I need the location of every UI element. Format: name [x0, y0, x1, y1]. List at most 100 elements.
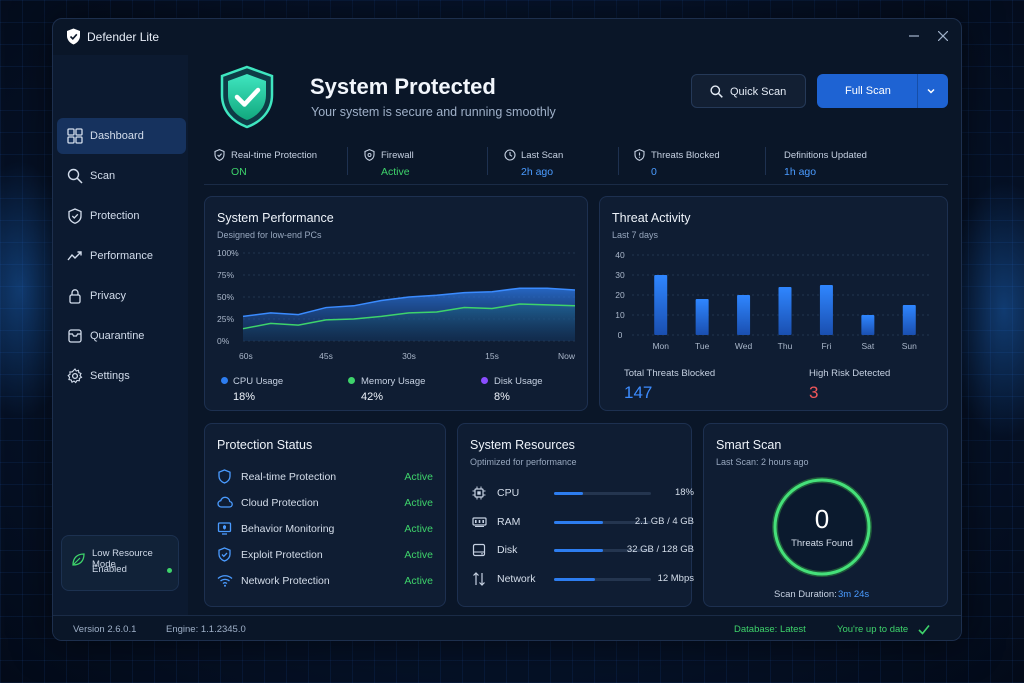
- sidebar-item-performance[interactable]: Performance: [57, 238, 186, 274]
- scan-result-ring: [772, 477, 872, 577]
- card-title: System Performance: [217, 211, 334, 225]
- x-tick-label: 60s: [239, 351, 253, 361]
- threats-found-count: 0: [814, 504, 830, 534]
- status-value: 2h ago: [521, 166, 554, 178]
- x-tick-label: Thu: [778, 341, 793, 351]
- protection-row-behavior[interactable]: Behavior Monitoring Active: [217, 520, 433, 538]
- x-tick-label: 45s: [319, 351, 333, 361]
- resource-value: 18%: [674, 487, 694, 498]
- x-tick-label: Fri: [821, 341, 831, 351]
- close-button[interactable]: [933, 27, 953, 47]
- page-title: System Protected: [310, 74, 496, 99]
- shield-check-icon: [214, 149, 225, 161]
- legend-dot-cpu: [221, 377, 228, 384]
- shield-icon: [364, 149, 375, 161]
- footer: Version 2.6.0.1 Engine: 1.1.2345.0 Datab…: [53, 615, 961, 640]
- high-risk-value: 3: [809, 383, 819, 402]
- protection-row-exploit[interactable]: Exploit Protection Active: [217, 546, 433, 564]
- y-tick-label: 0: [618, 330, 623, 340]
- card-title: System Resources: [470, 438, 575, 452]
- engine-text: Engine: 1.1.2345.0: [166, 624, 246, 635]
- card-title: Protection Status: [217, 438, 313, 452]
- card-subtitle: Last Scan: 2 hours ago: [716, 457, 809, 467]
- x-tick-label: Tue: [695, 341, 710, 351]
- ram-icon: [472, 517, 487, 527]
- sidebar-item-dashboard[interactable]: Dashboard: [57, 118, 186, 154]
- monitor-icon: [217, 522, 232, 535]
- status-label: Threats Blocked: [651, 150, 720, 161]
- system-performance-card: System Performance Designed for low-end …: [204, 196, 588, 411]
- shield-check-icon: [218, 547, 231, 562]
- y-tick-label: 100%: [217, 248, 239, 258]
- legend-label: CPU Usage: [233, 376, 284, 387]
- gear-icon: [67, 368, 83, 384]
- legend-label: Memory Usage: [361, 376, 426, 387]
- resource-row-disk: Disk 32 GB / 128 GB: [472, 541, 694, 559]
- protection-row-cloud[interactable]: Cloud Protection Active: [217, 494, 433, 512]
- x-tick-label: Now: [558, 351, 576, 361]
- bar-sat: [861, 315, 875, 335]
- version-text: Version 2.6.0.1: [73, 624, 137, 635]
- resource-value: 32 GB / 128 GB: [626, 544, 694, 555]
- series-area-1: [243, 304, 575, 341]
- legend-value: 42%: [361, 391, 384, 403]
- x-tick-label: Mon: [652, 341, 669, 351]
- total-threats-value: 147: [624, 383, 653, 402]
- protection-row-realtime[interactable]: Real-time Protection Active: [217, 468, 433, 486]
- resource-value: 2.1 GB / 4 GB: [634, 516, 694, 527]
- card-title: Threat Activity: [612, 211, 691, 225]
- checkmark-icon: [918, 624, 930, 635]
- trend-icon: [67, 251, 82, 261]
- cpu-icon: [472, 486, 486, 500]
- series-line-0: [242, 287, 576, 318]
- y-tick-label: 25%: [217, 314, 234, 324]
- protection-row-label: Cloud Protection: [241, 497, 319, 509]
- y-tick-label: 75%: [217, 270, 234, 280]
- card-subtitle: Designed for low-end PCs: [217, 230, 322, 240]
- divider: [487, 147, 488, 175]
- sidebar-item-privacy[interactable]: Privacy: [57, 278, 186, 314]
- sidebar-item-label: Settings: [90, 370, 130, 382]
- protection-row-label: Network Protection: [241, 575, 330, 587]
- search-icon: [710, 85, 723, 98]
- search-icon: [67, 168, 83, 184]
- resource-bar: [554, 492, 651, 495]
- x-tick-label: Sat: [861, 341, 874, 351]
- minimize-button[interactable]: [904, 27, 924, 47]
- database-status: Database: Latest: [734, 624, 806, 635]
- resource-row-ram: RAM 2.1 GB / 4 GB: [472, 513, 694, 531]
- title-bar: Defender Lite: [53, 19, 961, 55]
- sidebar-item-quarantine[interactable]: Quarantine: [57, 318, 186, 354]
- sidebar-item-protection[interactable]: Protection: [57, 198, 186, 234]
- sidebar-item-scan[interactable]: Scan: [57, 158, 186, 194]
- threat-bar-chart: 40 30 20 10 0 Mon Tue Wed Thu Fri Sat Sun: [615, 250, 930, 351]
- status-value: Active: [381, 166, 410, 178]
- resource-label: RAM: [497, 516, 521, 528]
- low-resource-mode-panel[interactable]: Low Resource Mode Enabled: [61, 535, 179, 591]
- high-risk-label: High Risk Detected: [809, 368, 891, 379]
- sidebar-item-settings[interactable]: Settings: [57, 358, 186, 394]
- app-title: Defender Lite: [87, 30, 160, 44]
- protection-row-status: Active: [404, 523, 433, 535]
- shield-check-hero-icon: [220, 65, 274, 129]
- minimize-icon: [909, 35, 919, 37]
- protection-row-network[interactable]: Network Protection Active: [217, 572, 433, 590]
- status-label: Firewall: [381, 150, 414, 161]
- status-value: 1h ago: [784, 166, 817, 178]
- quick-scan-button[interactable]: Quick Scan: [691, 74, 806, 108]
- chevron-down-icon[interactable]: [925, 85, 937, 97]
- shield-icon: [218, 469, 231, 484]
- sidebar-item-label: Protection: [90, 210, 140, 222]
- status-label: Last Scan: [521, 150, 564, 161]
- resource-bar: [554, 549, 651, 552]
- smart-scan-card: Smart Scan Last Scan: 2 hours ago 0 Thre…: [703, 423, 948, 607]
- button-divider: [917, 74, 918, 108]
- x-tick-label: 30s: [402, 351, 416, 361]
- resource-row-network: Network 12 Mbps: [472, 570, 694, 588]
- protection-row-label: Exploit Protection: [241, 549, 323, 561]
- full-scan-button[interactable]: Full Scan: [817, 74, 948, 108]
- resource-bar-fill: [554, 549, 603, 552]
- threats-found-label: Threats Found: [791, 538, 853, 549]
- x-tick-label: Sun: [902, 341, 917, 351]
- lock-icon: [69, 289, 81, 304]
